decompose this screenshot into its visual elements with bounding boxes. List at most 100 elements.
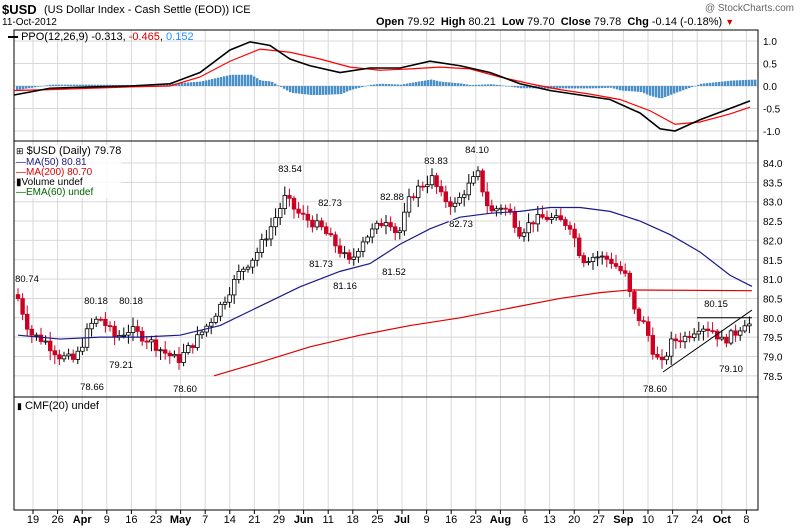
candle-body <box>314 220 320 228</box>
ppo-histogram-bar <box>373 84 376 86</box>
ppo-histogram-bar <box>223 76 226 86</box>
ppo-ytick-label: -0.5 <box>763 105 781 116</box>
candle-body <box>719 336 724 340</box>
ppo-histogram-bar <box>415 82 418 86</box>
ppo-histogram-bar <box>25 86 28 89</box>
ppo-histogram-bar <box>265 80 268 86</box>
ppo-histogram-bar <box>40 86 43 87</box>
ppo-histogram-bar <box>46 85 49 86</box>
ppo-hist-value: 0.152 <box>166 31 194 43</box>
ppo-histogram-bar <box>304 86 307 95</box>
price-ytick-label: 82.5 <box>763 217 783 228</box>
candle-body <box>222 301 228 305</box>
legend-item-ma50: —MA(50) 80.81 <box>16 158 121 168</box>
ppo-signal-line <box>13 48 751 125</box>
ppo-histogram-bar <box>673 86 676 94</box>
candle-body <box>425 184 430 187</box>
ppo-histogram-bar <box>583 86 586 89</box>
ema60-line-icon: — <box>16 187 26 198</box>
ppo-histogram-bar <box>481 84 484 86</box>
ppo-histogram-bar <box>73 84 76 86</box>
ppo-histogram-bar <box>424 80 427 86</box>
ppo-histogram-bar <box>298 86 301 94</box>
ppo-ytick-label: 1.0 <box>763 37 777 48</box>
candle-body <box>300 212 306 215</box>
ppo-histogram-bar <box>469 84 472 86</box>
ppo-histogram-bar <box>292 86 295 93</box>
price-annotation-label: 79.10 <box>719 364 743 375</box>
candle-body <box>135 326 140 332</box>
ppo-histogram-bar <box>649 86 652 96</box>
ppo-label: PPO(12,26,9) <box>21 31 89 43</box>
candle-body <box>627 272 632 292</box>
candle-body <box>540 214 545 218</box>
ppo-histogram-bar <box>337 86 340 95</box>
ppo-histogram-bar <box>616 86 619 90</box>
candle-body <box>190 345 195 348</box>
price-annotation-label: 81.52 <box>382 267 406 278</box>
xaxis-tick-label: 9 <box>424 514 430 526</box>
candle-body <box>669 338 674 357</box>
candle-body <box>268 226 274 240</box>
ppo-histogram-bar <box>751 79 754 86</box>
candle-body <box>61 355 67 360</box>
ppo-histogram-bar <box>268 81 271 86</box>
xaxis-tick-label: 16 <box>125 514 137 526</box>
xaxis-tick-label: 6 <box>522 514 528 526</box>
ppo-histogram-bar <box>43 85 46 87</box>
candle-body <box>351 256 356 260</box>
candle-body <box>489 205 494 212</box>
ppo-histogram-bar <box>379 83 382 86</box>
candle-body <box>586 261 591 264</box>
ppo-histogram-bar <box>610 86 613 88</box>
candle-body <box>397 230 402 234</box>
candle-body <box>687 335 692 338</box>
ppo-histogram-bar <box>496 84 499 86</box>
ppo-histogram-bar <box>217 77 220 86</box>
ppo-histogram-bar <box>331 86 334 95</box>
ppo-histogram-bar <box>418 81 421 86</box>
ppo-histogram-bar <box>286 86 289 91</box>
candle-body <box>461 194 467 198</box>
candle-body <box>89 322 94 330</box>
ppo-histogram-bar <box>202 81 205 86</box>
candle-body <box>411 196 416 199</box>
ppo-histogram-bar <box>256 78 259 86</box>
legend-item-volume: ▮Volume undef <box>16 178 121 188</box>
ppo-histogram-bar <box>88 84 91 86</box>
ppo-histogram-bar <box>244 74 247 86</box>
ppo-histogram-bar <box>316 86 319 95</box>
down-triangle-icon: ▼ <box>725 17 735 27</box>
ppo-histogram-bar <box>388 84 391 86</box>
ppo-histogram-bar <box>574 86 577 89</box>
ppo-histogram-bar <box>91 84 94 86</box>
ppo-histogram-bar <box>352 86 355 90</box>
price-ytick-label: 81.5 <box>763 256 783 267</box>
ppo-histogram-bar <box>736 80 739 86</box>
candle-body <box>420 185 425 188</box>
price-annotation-label: 82.88 <box>380 192 404 203</box>
ppo-histogram-bar <box>643 86 646 94</box>
ppo-value: -0.313 <box>91 31 123 43</box>
xaxis-tick-label: 27 <box>593 514 605 526</box>
price-ytick-label: 83.5 <box>763 178 783 189</box>
ppo-histogram-bar <box>397 84 400 86</box>
ppo-ytick-label: 0.5 <box>763 60 777 71</box>
candle-body <box>360 241 366 252</box>
ppo-histogram-bar <box>538 86 541 89</box>
candle-body <box>57 354 62 360</box>
candle-body <box>392 226 398 234</box>
ppo-histogram-bar <box>433 80 436 86</box>
ppo-histogram-bar <box>340 86 343 95</box>
chg-value: -0.14 (-0.18%) <box>651 16 723 28</box>
ppo-histogram-bar <box>697 84 700 86</box>
candle-body <box>346 252 352 260</box>
ppo-histogram-bar <box>193 82 196 86</box>
candle-body <box>245 266 251 270</box>
ppo-histogram-bar <box>85 84 88 86</box>
ppo-histogram-bar <box>727 80 730 86</box>
price-ytick-label: 79.0 <box>763 353 783 364</box>
header-symbol: $USD <box>2 2 37 17</box>
price-annotation-label: 82.73 <box>449 219 473 230</box>
candle-body <box>71 353 76 360</box>
